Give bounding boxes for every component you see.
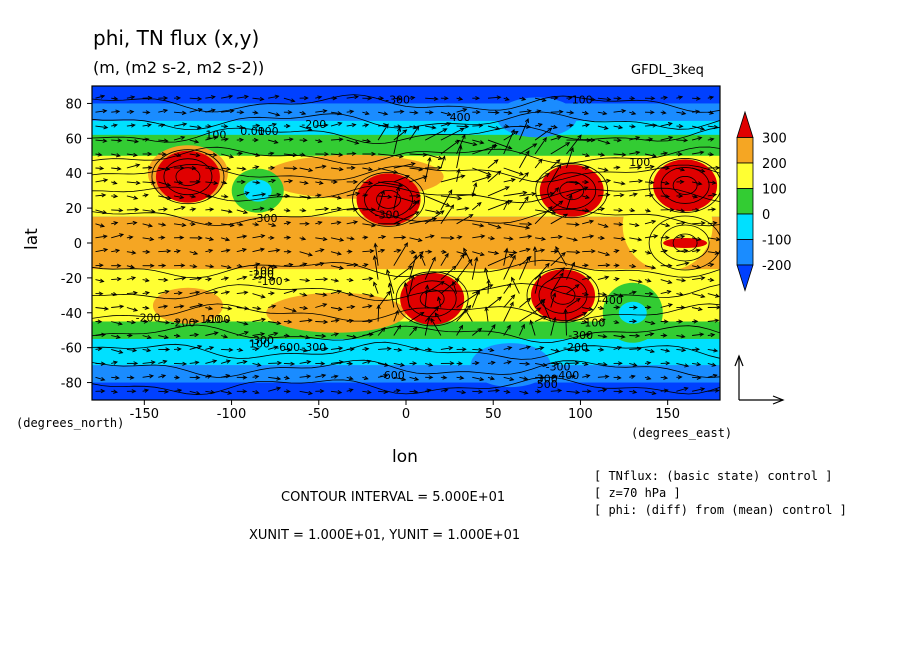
contour-label: 100: [258, 125, 279, 138]
blob-blue-n: [496, 97, 577, 138]
contour-label: 100: [629, 156, 650, 169]
unit-text: XUNIT = 1.000E+01, YUNIT = 1.000E+01: [249, 528, 521, 543]
x-tick-label: -150: [130, 407, 160, 422]
flux-vectors: [95, 94, 720, 396]
contour-label: 0.00: [240, 125, 264, 138]
contour-label: 100: [200, 313, 221, 326]
contour-label: -300: [546, 360, 571, 373]
contour-label: 100: [572, 93, 593, 106]
low-center-0: [243, 179, 272, 202]
note-line-1: [ TNflux: (basic state) control ]: [594, 469, 833, 483]
x-axis-label: lon: [392, 447, 418, 467]
contour-label: -300: [301, 341, 326, 354]
contour-label: -100: [258, 275, 283, 288]
colorbar-bottom-triangle: [736, 264, 754, 292]
contour-label: -600: [275, 341, 300, 354]
contour-label: -100: [205, 313, 230, 326]
band-equatorial-orange: [92, 216, 720, 270]
contour-label: -200: [136, 312, 161, 325]
colorbar-label: 200: [762, 157, 787, 172]
x-tick-label: -50: [308, 407, 329, 422]
contour-label: -400: [598, 294, 623, 307]
contour-label: -200: [249, 268, 274, 281]
contour-label: -600: [380, 369, 405, 382]
low-center-1: [618, 301, 647, 324]
colorbar-label: 0: [762, 208, 770, 223]
colorbar-label: 100: [762, 183, 787, 198]
y-tick-label: -60: [61, 342, 82, 357]
y-tick-label: 20: [65, 202, 82, 217]
contour-label: 100: [249, 338, 270, 351]
colorbar-swatch: [736, 188, 754, 215]
colorbar-label: 300: [762, 132, 787, 147]
x-tick-label: 100: [568, 407, 593, 422]
colorbar-swatch: [736, 137, 754, 164]
contour-label: -300: [568, 329, 593, 342]
contour-label: 400: [450, 111, 471, 124]
y-tick-label: 80: [65, 97, 82, 112]
contour-label: -300: [249, 334, 274, 347]
contour-label: 300: [537, 373, 558, 386]
contour-label: -100: [580, 317, 605, 330]
colorbar-swatch: [736, 162, 754, 189]
blob-orange-s1: [266, 292, 407, 333]
colorbar-label: -200: [762, 259, 792, 274]
contour-label: -400: [554, 369, 579, 382]
contour-label: -300: [253, 212, 278, 225]
y-unit-note: (degrees_north): [16, 416, 125, 430]
contour-label: 100: [205, 128, 226, 141]
model-label: GFDL_3keq: [631, 63, 704, 78]
contour-label: -200: [301, 118, 326, 131]
y-axis-label: lat: [22, 228, 42, 250]
contour-label: -300: [375, 209, 400, 222]
contour-label: -200: [563, 341, 588, 354]
colorbar-swatch: [736, 213, 754, 240]
chart-title: phi, TN flux (x,y): [93, 26, 260, 50]
y-tick-label: -80: [61, 377, 82, 392]
contour-label: -100: [249, 264, 274, 277]
colorbar-label: -100: [762, 234, 792, 249]
y-tick-label: 40: [65, 167, 82, 182]
contour-interval-text: CONTOUR INTERVAL = 5.000E+01: [281, 490, 506, 505]
x-tick-label: -100: [217, 407, 247, 422]
x-unit-note: (degrees_east): [631, 426, 733, 440]
y-tick-label: 60: [65, 132, 82, 147]
y-tick-label: -20: [61, 272, 82, 287]
high-center-4: [663, 238, 708, 248]
colorbar: 300 200 100 0 -100 -200: [736, 110, 792, 292]
y-tick-label: -40: [61, 307, 82, 322]
note-line-2: [ z=70 hPa ]: [594, 486, 681, 500]
x-tick-label: 50: [485, 407, 502, 422]
reference-vector: [734, 354, 785, 405]
contour-label: 500: [537, 378, 558, 391]
x-tick-label: 150: [655, 407, 680, 422]
x-tick-label: 0: [402, 407, 410, 422]
chart-subtitle: (m, (m2 s-2, m2 s-2)): [93, 58, 265, 77]
colorbar-top-triangle: [736, 110, 754, 138]
y-tick-label: 0: [74, 237, 82, 252]
contour-label: -200: [171, 317, 196, 330]
colorbar-swatch: [736, 239, 754, 266]
note-line-3: [ phi: (diff) from (mean) control ]: [594, 503, 847, 517]
contour-label: -300: [385, 93, 410, 106]
